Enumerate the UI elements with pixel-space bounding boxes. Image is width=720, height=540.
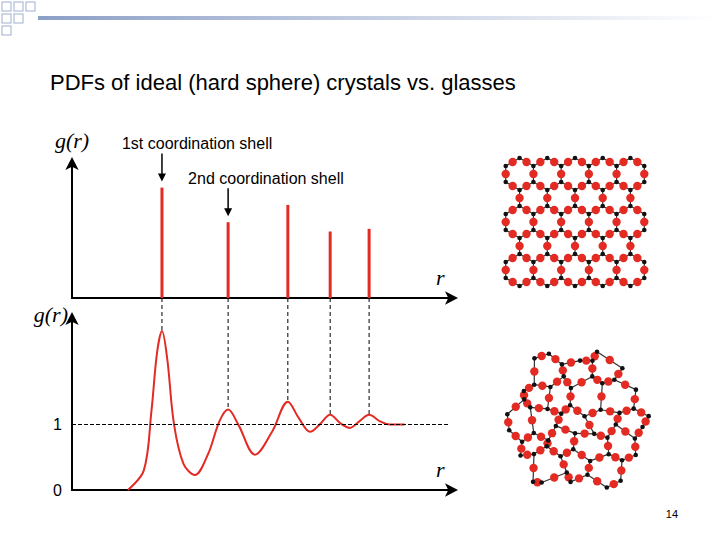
svg-text:1st coordination shell: 1st coordination shell	[122, 135, 272, 152]
svg-text:2nd coordination shell: 2nd coordination shell	[188, 170, 344, 187]
svg-text:g(r): g(r)	[55, 128, 89, 153]
svg-text:g(r): g(r)	[34, 302, 68, 327]
svg-text:1: 1	[53, 416, 62, 433]
svg-text:r: r	[436, 457, 445, 482]
svg-text:14: 14	[666, 508, 678, 520]
svg-text:r: r	[436, 265, 445, 290]
svg-text:PDFs of ideal (hard sphere) cr: PDFs of ideal (hard sphere) crystals vs.…	[50, 70, 516, 95]
svg-text:0: 0	[53, 482, 62, 499]
